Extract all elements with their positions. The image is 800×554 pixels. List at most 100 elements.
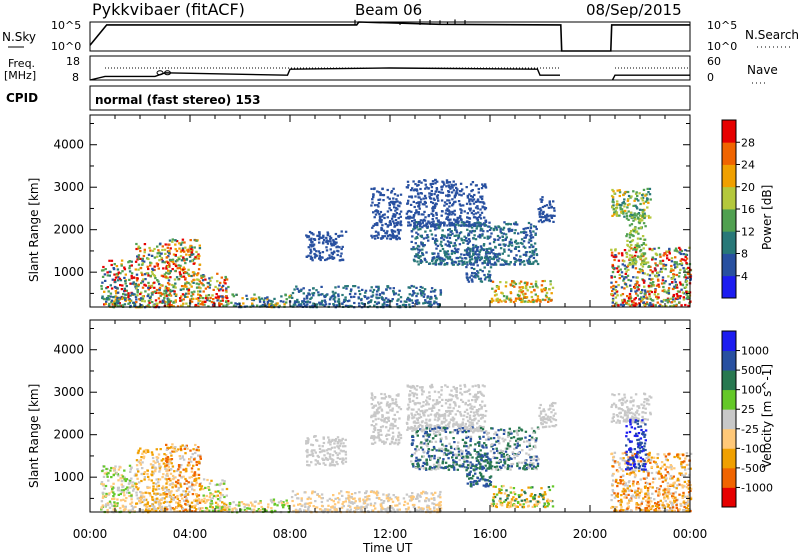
scatter-cell	[509, 284, 513, 287]
scatter-cell	[642, 247, 645, 250]
scatter-cell	[166, 297, 169, 300]
scatter-cell	[267, 503, 270, 506]
scatter-cell	[626, 203, 630, 206]
scatter-cell	[434, 261, 437, 264]
scatter-cell	[344, 296, 347, 299]
scatter-cell	[186, 288, 189, 291]
scatter-cell	[201, 279, 205, 282]
scatter-cell	[439, 191, 442, 194]
scatter-cell	[315, 254, 318, 257]
scatter-cell	[135, 482, 138, 485]
scatter-cell	[675, 265, 679, 268]
scatter-cell	[447, 190, 450, 193]
scatter-cell	[147, 253, 151, 256]
scatter-cell	[208, 277, 211, 280]
scatter-cell	[525, 296, 529, 299]
scatter-cell	[276, 302, 279, 305]
scatter-cell	[181, 507, 185, 511]
scatter-cell	[103, 472, 107, 475]
scatter-cell	[423, 288, 427, 291]
scatter-cell	[680, 288, 683, 291]
scatter-cell	[330, 242, 333, 245]
scatter-cell	[433, 290, 436, 293]
scatter-cell	[522, 231, 526, 234]
scatter-cell	[505, 297, 508, 300]
scatter-cell	[171, 446, 175, 449]
scatter-cell	[238, 501, 241, 504]
scatter-cell	[538, 215, 542, 218]
scatter-cell	[135, 464, 139, 467]
scatter-cell	[649, 289, 652, 293]
scatter-cell	[621, 263, 624, 266]
scatter-cell	[389, 209, 393, 212]
scatter-cell	[373, 235, 376, 238]
scatter-cell	[623, 249, 627, 252]
scatter-cell	[166, 446, 169, 449]
scatter-cell	[139, 257, 142, 260]
scatter-cell	[361, 288, 364, 291]
scatter-cell	[519, 241, 523, 245]
scatter-cell	[442, 238, 446, 241]
scatter-cell	[476, 198, 480, 201]
scatter-cell	[639, 237, 642, 240]
scatter-cell	[503, 299, 506, 302]
scatter-cell	[383, 216, 386, 220]
scatter-cell	[614, 296, 618, 299]
scatter-cell	[498, 236, 501, 239]
scatter-cell	[163, 273, 166, 276]
scatter-cell	[413, 226, 416, 229]
scatter-cell	[613, 267, 616, 270]
scatter-cell	[307, 496, 311, 499]
scatter-cell	[200, 485, 204, 488]
scatter-cell	[406, 298, 409, 301]
scatter-cell	[134, 505, 137, 508]
scatter-cell	[458, 232, 462, 235]
scatter-cell	[614, 207, 618, 210]
scatter-cell	[664, 290, 667, 293]
scatter-cell	[643, 305, 647, 308]
scatter-cell	[623, 276, 626, 279]
scatter-cell	[369, 504, 373, 507]
scatter-cell	[179, 483, 182, 486]
scatter-cell	[271, 300, 274, 303]
scatter-cell	[662, 264, 665, 267]
scatter-cell	[641, 219, 644, 222]
scatter-cell	[337, 250, 340, 253]
scatter-cell	[334, 286, 337, 289]
scatter-cell	[174, 243, 177, 246]
scatter-cell	[155, 302, 158, 305]
scatter-cell	[441, 257, 444, 260]
scatter-cell	[611, 265, 615, 268]
scatter-cell	[309, 243, 312, 246]
scatter-cell	[203, 303, 206, 306]
scatter-cell	[434, 205, 437, 208]
scatter-cell	[112, 267, 115, 270]
scatter-cell	[376, 204, 379, 207]
scatter-cell	[374, 213, 378, 216]
scatter-cell	[528, 238, 531, 241]
scatter-cell	[638, 302, 641, 305]
scatter-cell	[153, 281, 156, 284]
scatter-cell	[410, 240, 413, 243]
scatter-cell	[622, 201, 625, 204]
scatter-cell	[507, 254, 510, 257]
scatter-cell	[175, 501, 178, 504]
scatter-cell	[675, 293, 679, 296]
scatter-cell	[225, 503, 228, 506]
scatter-cell	[214, 495, 218, 498]
scatter-cell	[420, 235, 424, 239]
scatter-cell	[664, 263, 668, 267]
scatter-cell	[216, 280, 219, 283]
scatter-cell	[162, 267, 165, 270]
scatter-cell	[173, 301, 177, 304]
scatter-cell	[409, 203, 413, 206]
scatter-cell	[433, 498, 436, 501]
scatter-cell	[529, 239, 533, 242]
scatter-cell	[155, 488, 158, 491]
scatter-cell	[484, 255, 487, 258]
scatter-cell	[103, 465, 106, 468]
scatter-cell	[417, 222, 420, 225]
scatter-cell	[312, 244, 315, 247]
scatter-cell	[450, 183, 453, 186]
scatter-cell	[101, 469, 104, 473]
